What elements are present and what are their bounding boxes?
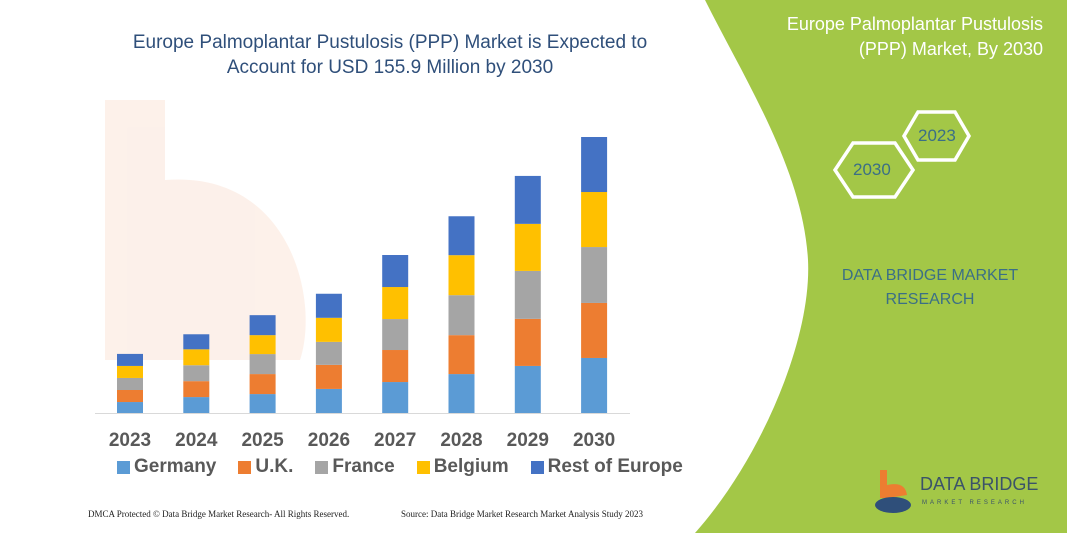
x-tick-label: 2029 [507,430,549,451]
legend-item-germany: Germany [117,456,216,478]
hex-year-2030: 2030 [853,160,891,179]
legend-label: Belgium [433,456,509,477]
bar-rest-of-europe-2023 [117,353,143,366]
side-panel-bg [695,0,1067,533]
x-tick-label: 2030 [573,430,615,451]
x-tick-label: 2023 [109,430,151,451]
bar-france-2028 [448,295,475,336]
legend-item-belgium: Belgium [416,456,509,478]
bar-germany-2026 [315,388,342,413]
bar-rest-of-europe-2028 [448,216,475,256]
x-tick-label: 2024 [175,430,218,451]
bar-france-2025 [249,354,276,375]
legend-swatch [530,460,544,474]
bar-france-2023 [117,377,143,390]
bar-rest-of-europe-2030 [581,137,608,193]
bar-u-k--2029 [514,318,541,366]
bar-germany-2023 [117,402,143,413]
bar-france-2029 [514,270,541,319]
bar-france-2026 [315,341,342,365]
bar-u-k--2026 [315,364,342,389]
legend-label: U.K. [255,456,294,477]
bar-germany-2027 [382,382,409,413]
legend-label: Rest of Europe [547,456,683,477]
brand-text: DATA BRIDGE MARKET RESEARCH [841,267,1019,308]
bar-belgium-2025 [249,335,276,355]
bar-u-k--2024 [183,381,210,398]
bar-germany-2030 [581,357,608,413]
x-tick-label: 2025 [241,430,284,451]
bar-belgium-2029 [514,223,541,271]
bar-rest-of-europe-2029 [514,175,541,224]
x-tick-label: 2027 [374,430,416,451]
hexagon-2030 [832,141,916,199]
bar-belgium-2030 [581,192,608,248]
stacked-bar-chart: 2023 2024 2025 2026 2027 2028 2029 2030 [95,137,630,451]
hexagon-2023 [901,110,972,162]
hex-year-2023: 2023 [918,126,956,145]
bar-germany-2028 [448,374,475,413]
legend-swatch [117,460,130,474]
legend-label: France [332,456,395,477]
bar-rest-of-europe-2026 [315,293,342,318]
legend-swatch [238,460,252,474]
bar-belgium-2023 [117,365,143,378]
bar-france-2024 [183,365,210,382]
bar-france-2027 [382,319,409,351]
bar-rest-of-europe-2027 [382,255,409,288]
legend-item-rest-of-europe: Rest of Europe [530,456,683,478]
bar-belgium-2024 [183,349,210,366]
footer-source: Source: Data Bridge Market Research Mark… [401,509,643,519]
legend: Germany U.K. France Belgium Rest of Euro… [117,456,683,478]
legend-label: Germany [134,456,217,477]
logo-subtext: MARKET RESEARCH [922,500,1027,506]
x-tick-label: 2028 [440,430,482,451]
bar-belgium-2026 [315,317,342,342]
legend-item-france: France [315,456,395,478]
chart-title: Europe Palmoplantar Pustulosis (PPP) Mar… [132,32,648,78]
logo-icon [875,470,911,513]
bar-u-k--2030 [581,302,608,358]
footer-copyright: DMCA Protected © Data Bridge Market Rese… [88,509,350,519]
bar-belgium-2027 [382,287,409,320]
bar-belgium-2028 [448,255,475,296]
bar-germany-2029 [514,365,541,413]
bar-u-k--2027 [382,350,409,383]
bar-rest-of-europe-2024 [183,334,210,350]
legend-swatch [315,460,329,474]
side-panel-title: Europe Palmoplantar Pustulosis (PPP) Mar… [786,14,1043,59]
bar-germany-2025 [249,394,276,413]
x-tick-label: 2026 [308,430,350,451]
legend-item-uk: U.K. [238,456,293,478]
legend-swatch [416,460,430,474]
bar-u-k--2023 [117,390,143,403]
bar-france-2030 [581,247,608,303]
bar-u-k--2025 [249,374,276,395]
bar-germany-2024 [183,397,210,413]
bar-u-k--2028 [448,335,475,375]
bar-rest-of-europe-2025 [249,315,276,336]
watermark-logo [105,100,306,360]
logo-text: DATA BRIDGE [920,474,1039,494]
